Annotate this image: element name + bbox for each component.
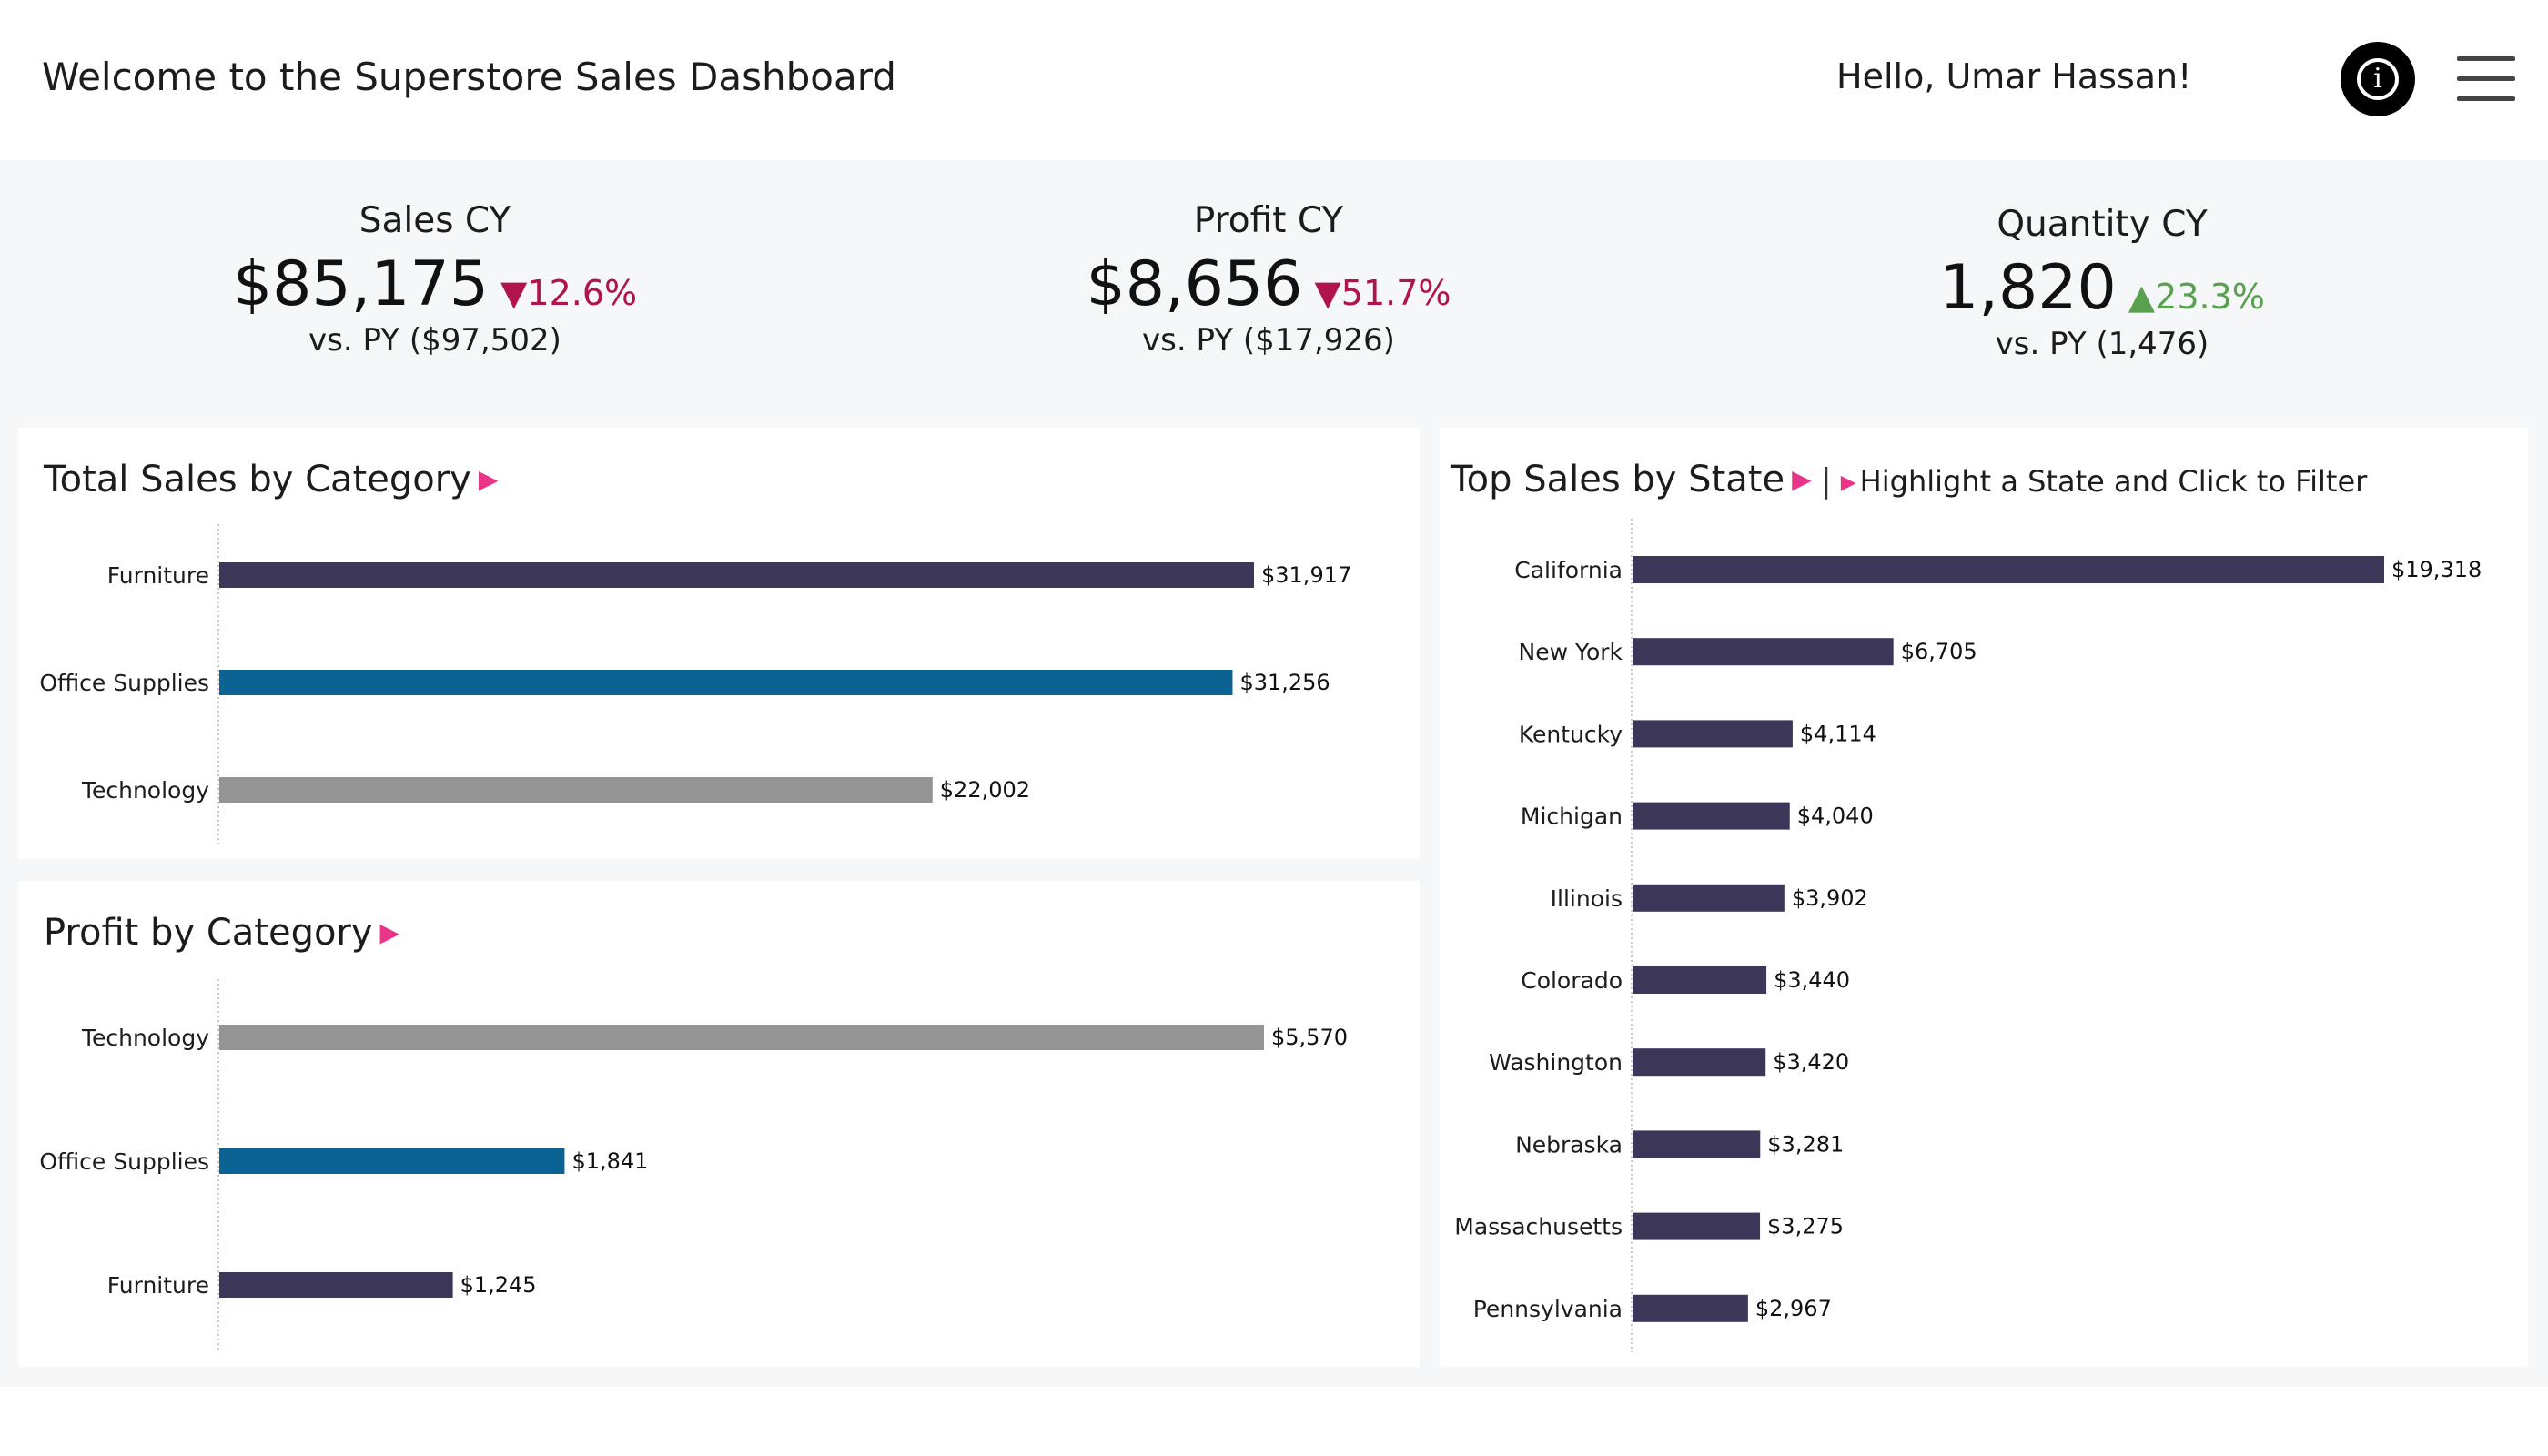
panel-title: Top Sales by State ▶ | ▶ Highlight a State a… bbox=[1451, 459, 2368, 500]
kpi-value: $8,656 bbox=[1086, 248, 1303, 320]
kpi-change: ▼51.7% bbox=[1314, 273, 1451, 313]
kpi-label: Sales CY bbox=[359, 200, 511, 241]
kpi-profit: Profit CY $8,656 ▼51.7% vs. PY ($17,926) bbox=[986, 200, 1551, 359]
kpi-quantity: Quantity CY 1,820 ▲23.3% vs. PY (1,476) bbox=[1820, 204, 2384, 362]
info-icon: i bbox=[2357, 58, 2399, 100]
filter-hint: Highlight a State and Click to Filter bbox=[1859, 464, 2368, 499]
category-label: Kentucky bbox=[1519, 721, 1623, 747]
data-label: $4,114 bbox=[1800, 721, 1876, 746]
category-label: New York bbox=[1519, 639, 1623, 665]
category-label: Technology bbox=[81, 1025, 209, 1051]
arrow-down-icon: ▼ bbox=[500, 273, 528, 313]
bar bbox=[219, 1025, 1264, 1050]
sales-by-state-chart[interactable]: California $19,318 New York $6,705 Kentucky $… bbox=[1440, 428, 2528, 1367]
play-triangle-icon[interactable]: ▶ bbox=[478, 464, 499, 494]
data-label: $3,440 bbox=[1774, 967, 1850, 993]
sales-by-category-chart: Furniture $31,917 Office Supplies $31,256 Te… bbox=[39, 524, 1351, 844]
kpi-value: $85,175 bbox=[232, 248, 490, 320]
data-label: $31,917 bbox=[1261, 562, 1351, 588]
bar bbox=[219, 777, 933, 803]
info-button[interactable]: i bbox=[2341, 42, 2415, 116]
bar[interactable] bbox=[1633, 556, 2384, 583]
bar[interactable] bbox=[1633, 638, 1894, 666]
data-label: $31,256 bbox=[1239, 670, 1330, 695]
kpi-change: ▼12.6% bbox=[500, 273, 638, 313]
data-label: $19,318 bbox=[2391, 557, 2482, 582]
bar bbox=[219, 670, 1233, 695]
bar[interactable] bbox=[1633, 1212, 1761, 1240]
data-label: $3,902 bbox=[1792, 885, 1868, 911]
data-label: $22,002 bbox=[940, 777, 1030, 803]
data-label: $1,245 bbox=[460, 1272, 537, 1298]
category-label: Massachusetts bbox=[1454, 1214, 1623, 1240]
category-label: Furniture bbox=[107, 562, 209, 589]
data-label: $3,281 bbox=[1767, 1131, 1844, 1157]
kpi-previous-year: vs. PY ($97,502) bbox=[308, 322, 561, 359]
play-triangle-icon: ▶ bbox=[1840, 471, 1856, 494]
category-label: Washington bbox=[1489, 1049, 1623, 1076]
profit-by-category-chart: Technology $5,570 Office Supplies $1,841 Fur… bbox=[39, 979, 1348, 1350]
dashboard-title: Welcome to the Superstore Sales Dashboar… bbox=[42, 55, 896, 99]
panel-sales-by-category: Total Sales by Category ▶ Furniture $31,91… bbox=[18, 428, 1420, 859]
data-label: $1,841 bbox=[571, 1148, 648, 1174]
play-triangle-icon[interactable]: ▶ bbox=[379, 917, 400, 947]
bar[interactable] bbox=[1633, 720, 1793, 748]
category-label: Office Supplies bbox=[39, 1148, 209, 1175]
category-label: Technology bbox=[81, 777, 209, 804]
panel-title: Profit by Category ▶ bbox=[44, 912, 400, 954]
data-label: $6,705 bbox=[1901, 639, 1977, 664]
bar[interactable] bbox=[1633, 1048, 1766, 1077]
kpi-label: Profit CY bbox=[1193, 200, 1344, 241]
data-label: $3,420 bbox=[1773, 1049, 1849, 1075]
user-greeting: Hello, Umar Hassan! bbox=[1836, 56, 2192, 96]
data-label: $3,275 bbox=[1767, 1214, 1844, 1239]
play-triangle-icon[interactable]: ▶ bbox=[1792, 464, 1812, 494]
data-label: $4,040 bbox=[1797, 804, 1874, 829]
header: Welcome to the Superstore Sales Dashboar… bbox=[0, 0, 2548, 160]
hamburger-menu-icon[interactable] bbox=[2457, 55, 2515, 104]
category-label: Michigan bbox=[1521, 804, 1623, 830]
data-label: $5,570 bbox=[1271, 1025, 1348, 1050]
bar[interactable] bbox=[1633, 1130, 1761, 1158]
panel-profit-by-category: Profit by Category ▶ Technology $5,570 Offi… bbox=[18, 881, 1420, 1367]
bar bbox=[219, 562, 1254, 588]
bar[interactable] bbox=[1633, 1294, 1748, 1322]
category-label: Furniture bbox=[107, 1272, 209, 1299]
bar bbox=[219, 1148, 565, 1174]
bar[interactable] bbox=[1633, 884, 1785, 912]
kpi-label: Quantity CY bbox=[1997, 204, 2208, 245]
panel-sales-by-state: Top Sales by State ▶ | ▶ Highlight a State a… bbox=[1440, 428, 2528, 1367]
category-label: Pennsylvania bbox=[1473, 1296, 1623, 1322]
bar[interactable] bbox=[1633, 802, 1790, 830]
footer bbox=[0, 1387, 2548, 1456]
bar[interactable] bbox=[1633, 966, 1767, 994]
panel-title: Total Sales by Category ▶ bbox=[44, 459, 499, 500]
arrow-up-icon: ▲ bbox=[2128, 277, 2156, 317]
bar bbox=[219, 1272, 453, 1298]
kpi-previous-year: vs. PY (1,476) bbox=[1995, 326, 2209, 362]
category-label: Nebraska bbox=[1515, 1131, 1623, 1158]
kpi-change: ▲23.3% bbox=[2128, 277, 2265, 317]
category-label: Office Supplies bbox=[39, 670, 209, 696]
kpi-previous-year: vs. PY ($17,926) bbox=[1142, 322, 1395, 359]
kpi-value: 1,820 bbox=[1939, 252, 2117, 324]
data-label: $2,967 bbox=[1755, 1296, 1832, 1321]
kpi-sales: Sales CY $85,175 ▼12.6% vs. PY ($97,502) bbox=[153, 200, 717, 359]
category-label: California bbox=[1514, 557, 1623, 583]
arrow-down-icon: ▼ bbox=[1314, 273, 1341, 313]
category-label: Illinois bbox=[1551, 885, 1623, 912]
category-label: Colorado bbox=[1521, 967, 1623, 994]
